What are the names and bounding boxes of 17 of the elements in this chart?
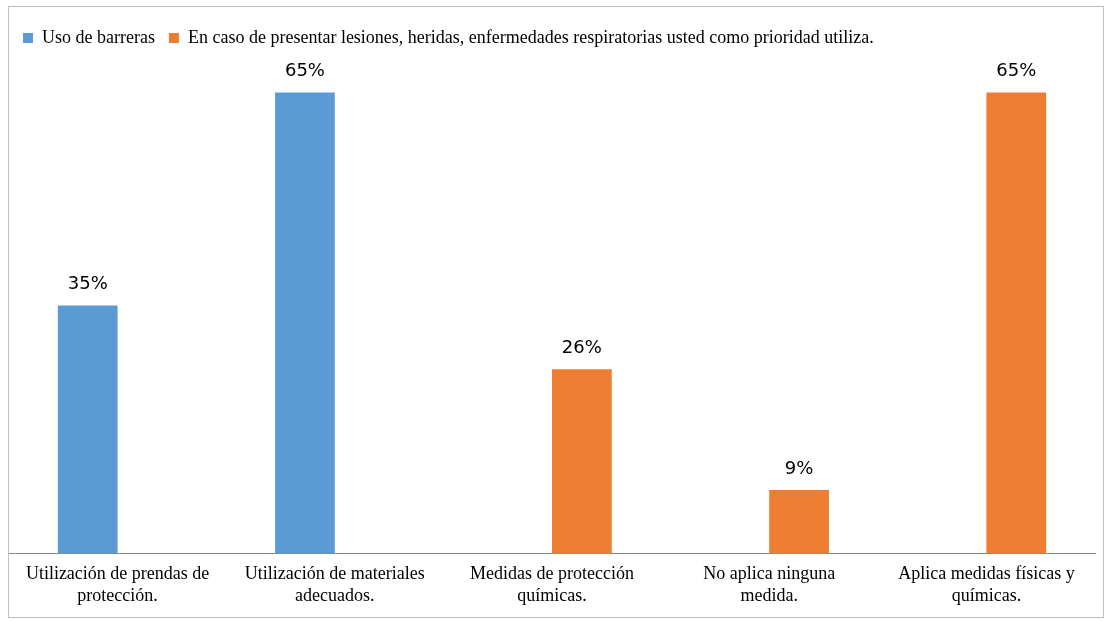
data-label: 9% bbox=[784, 456, 814, 478]
x-tick-label: No aplica ninguna medida. bbox=[703, 563, 836, 605]
x-tick-label: Medidas de protección químicas. bbox=[470, 563, 634, 605]
legend-label: Uso de barreras bbox=[42, 26, 155, 47]
x-tick-label: Utilización de prendas de protección. bbox=[25, 563, 210, 605]
legend-label: En caso de presentar lesiones, heridas, enfermedades respiratorias usted como prioridad utiliza. bbox=[187, 26, 874, 47]
bar bbox=[275, 92, 335, 554]
bar bbox=[769, 489, 829, 554]
bar bbox=[552, 369, 612, 554]
data-label: 65% bbox=[284, 59, 325, 81]
bar bbox=[57, 305, 118, 554]
data-label: 35% bbox=[67, 272, 108, 294]
bar bbox=[986, 92, 1047, 554]
data-label: 65% bbox=[996, 59, 1037, 81]
x-tick-label: Utilización de materiales adecuados. bbox=[244, 563, 425, 605]
x-tick-label: Aplica medidas físicas y químicas. bbox=[898, 563, 1075, 605]
data-label: 26% bbox=[561, 335, 602, 357]
